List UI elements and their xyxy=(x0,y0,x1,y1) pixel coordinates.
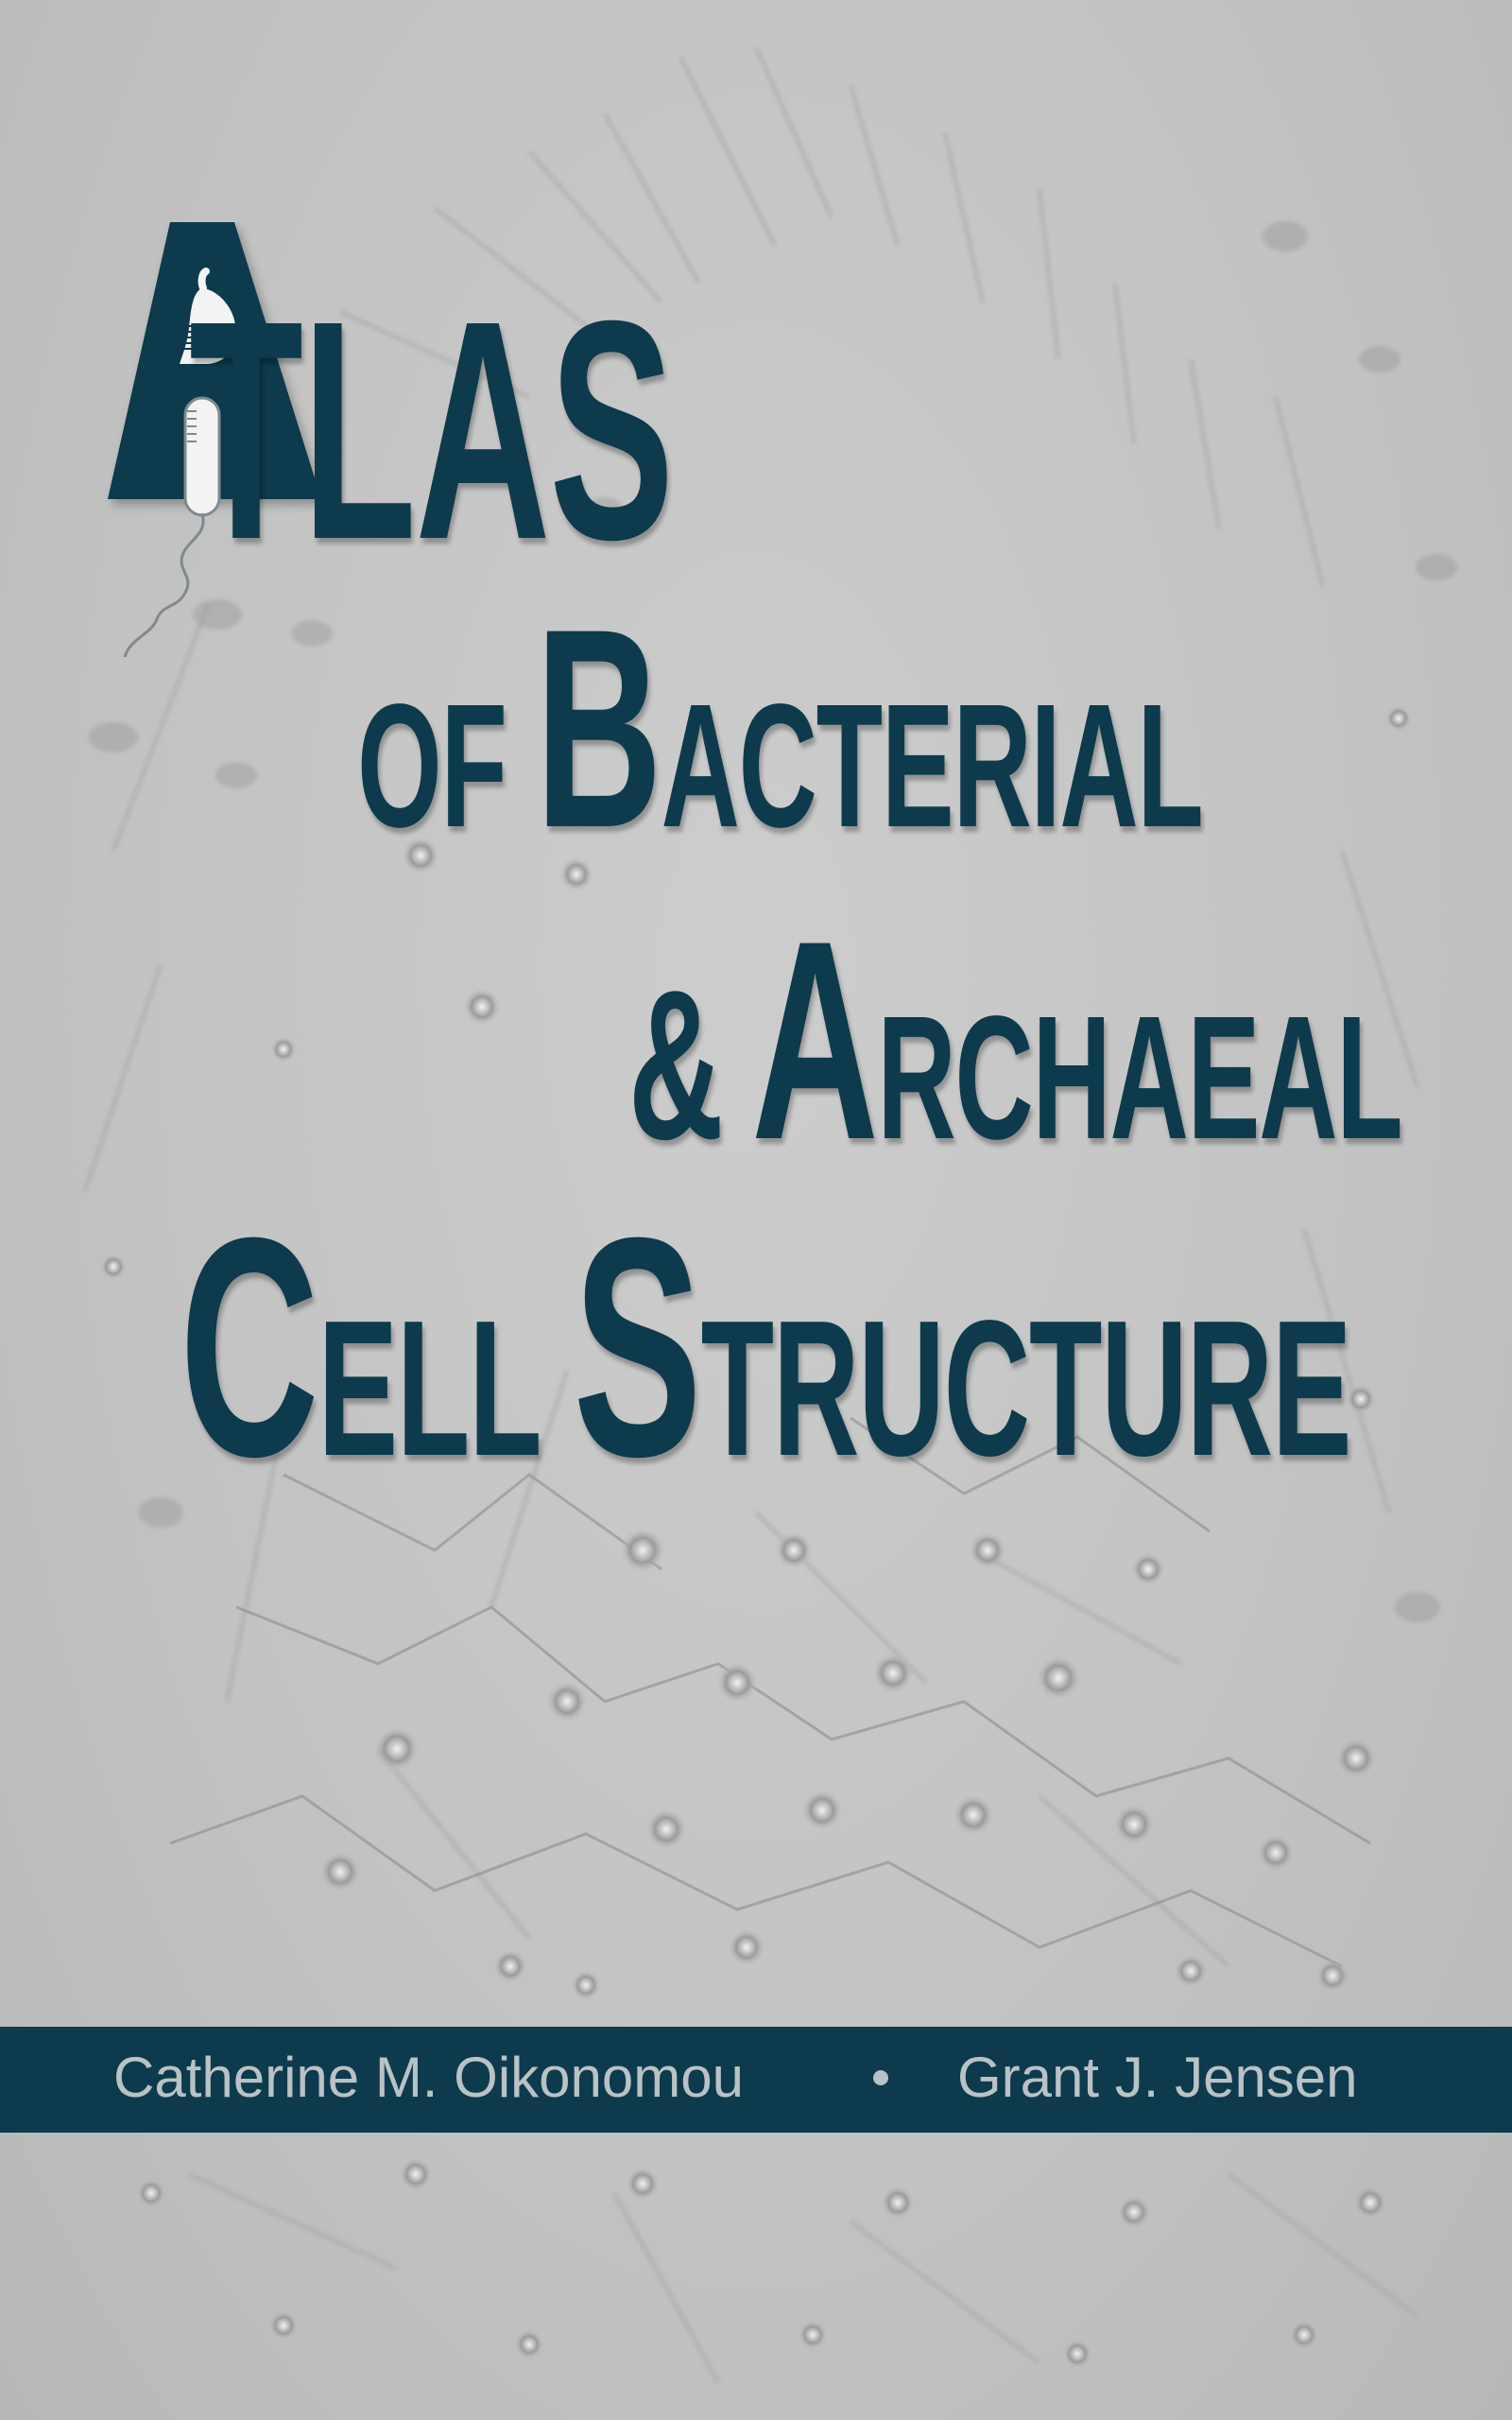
title-word-structure: TRUCTURE xyxy=(700,1281,1352,1496)
title-line-of-bacterial: OF BACTERIAL xyxy=(357,586,1204,870)
title-line-archaeal: & ARCHAEAL xyxy=(628,898,1403,1184)
title-ampersand: & xyxy=(628,945,724,1184)
title-line-atlas: TLAS xyxy=(189,274,674,586)
title-cap-c: C xyxy=(180,1172,319,1521)
title-cap-b: B xyxy=(535,569,662,887)
author-name-1: Catherine M. Oikonomou xyxy=(113,2046,744,2109)
title-cap-s: S xyxy=(573,1172,701,1521)
bacterium-in-letter-a-icon xyxy=(108,222,321,658)
title-cap-a: A xyxy=(751,881,878,1199)
title-word-archaeal: RCHAEAL xyxy=(877,980,1402,1176)
title-word-cell: ELL xyxy=(318,1281,542,1496)
author-separator xyxy=(873,2070,888,2085)
title-word-of: OF xyxy=(357,668,507,864)
author-bar xyxy=(0,2027,1512,2133)
author-name-2: Grant J. Jensen xyxy=(957,2046,1358,2109)
title-word-atlas: TLAS xyxy=(189,255,674,604)
title-word-bacterial: ACTERIAL xyxy=(661,668,1204,864)
title-line-cell-structure: CELL STRUCTURE xyxy=(180,1191,1352,1503)
